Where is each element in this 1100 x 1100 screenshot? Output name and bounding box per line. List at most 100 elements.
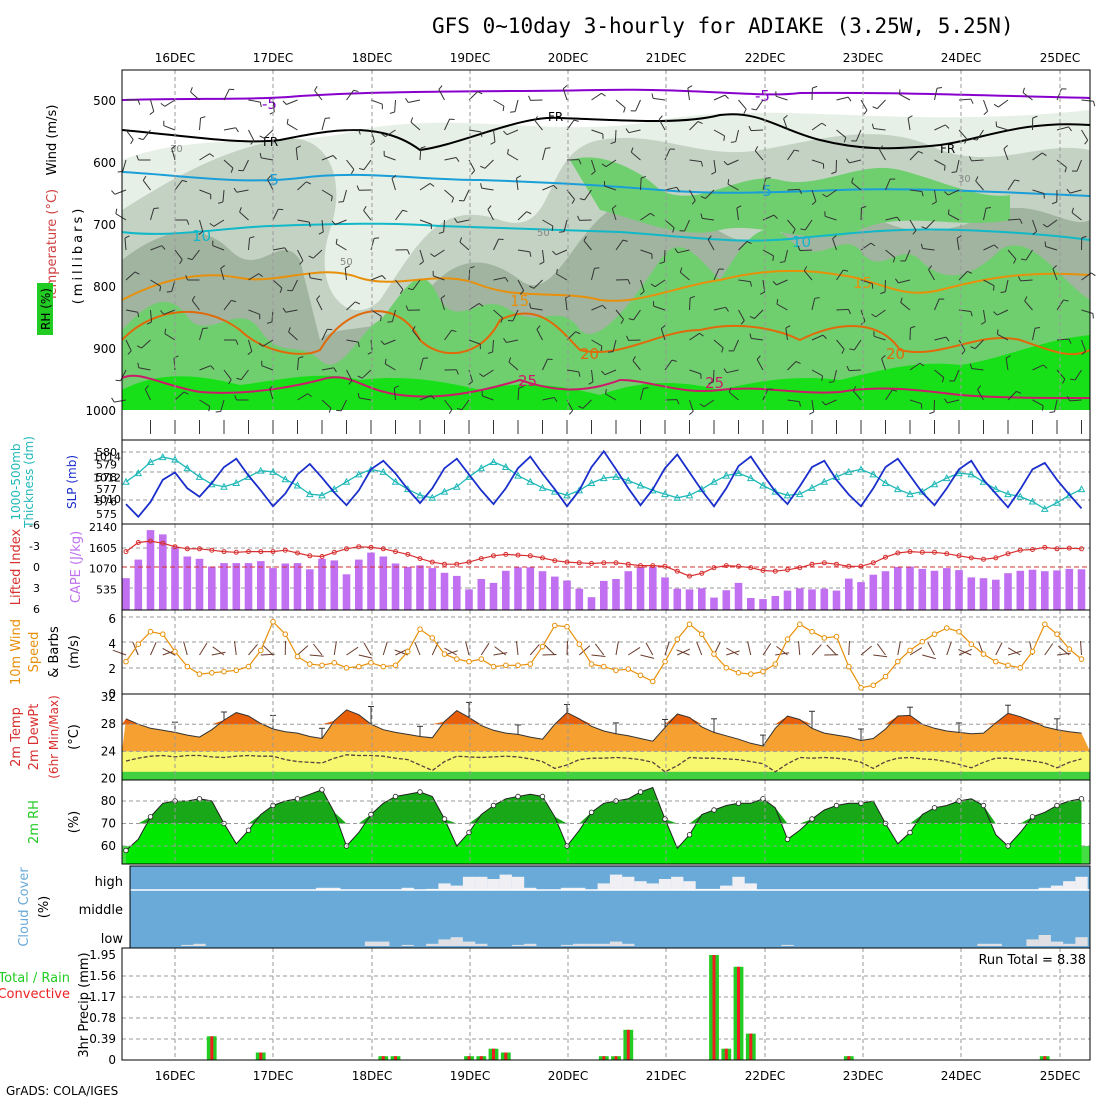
wind10m-barb	[1080, 640, 1082, 656]
cape-bar	[146, 530, 155, 610]
wind-barb	[483, 369, 494, 377]
rh2m-unit-label: (%)	[67, 811, 82, 834]
wind-barb	[689, 297, 691, 311]
cape-bar	[771, 596, 780, 610]
wind-barb-flag	[800, 228, 806, 231]
wind-barb-flag	[1042, 223, 1048, 228]
wind-barb	[484, 159, 494, 169]
thickness-point	[1077, 485, 1086, 493]
wind-barb	[615, 309, 624, 320]
rh-point	[588, 809, 595, 815]
wind-barb	[512, 309, 519, 322]
wind-barb-flag	[700, 161, 704, 167]
wind-barb-flag	[138, 137, 144, 141]
wind-barb-flag	[358, 167, 365, 171]
cape-bar	[649, 566, 657, 610]
temp2m-tick: 20	[101, 772, 116, 786]
cape-bar	[477, 579, 486, 610]
wind-barb-flag	[288, 327, 291, 333]
wind10m-barb	[578, 645, 591, 656]
cape-ticks: -6 -3 0 3 6 2140 1605 1070 535	[29, 519, 117, 616]
wind-barb-flag	[161, 245, 166, 250]
wind10m-point	[503, 662, 509, 669]
wind-barb-flag	[907, 115, 913, 119]
thickness-point	[501, 462, 510, 470]
thickness-point	[1053, 498, 1061, 506]
wind-barb-flag	[519, 290, 525, 295]
wind-barb-flag	[1068, 338, 1072, 344]
wind-barb	[419, 147, 422, 161]
thickness-point	[526, 477, 535, 485]
wind-barb-flag	[355, 301, 360, 305]
li-point	[1054, 546, 1060, 552]
thickness-point	[134, 469, 143, 477]
wind-barb	[239, 211, 249, 221]
wind-barb-flag	[389, 111, 395, 114]
wind-barb-flag	[220, 265, 225, 269]
wind10m-point	[429, 635, 436, 641]
precip-convective-bar	[749, 1033, 753, 1060]
wind-barb-flag	[748, 125, 752, 131]
thickness-point	[820, 477, 829, 485]
wind10m-point	[613, 667, 619, 674]
date-label: 19DEC	[450, 1069, 490, 1083]
wind-barb	[983, 244, 995, 251]
wind-barb-flag	[144, 385, 150, 390]
wind-barb-flag	[500, 317, 504, 323]
wind-barb-flag	[407, 287, 414, 291]
wind-barb	[1007, 218, 1021, 221]
thickness-point	[293, 481, 302, 489]
wind-barb	[660, 328, 666, 341]
wind-barb-flag	[760, 291, 765, 295]
li-point	[1017, 547, 1023, 553]
wind-barb	[811, 369, 823, 377]
wind-barb-flag	[728, 387, 732, 393]
wind-barb	[836, 129, 847, 138]
wind10m-barb	[183, 641, 188, 656]
wind-barb-flag	[707, 235, 712, 240]
rh-point	[784, 836, 791, 842]
thickness-point	[857, 465, 865, 473]
wind-barb	[138, 367, 151, 371]
wind10m-point	[417, 626, 423, 633]
wind-barb-flag	[208, 406, 211, 412]
wind-barb	[321, 367, 334, 371]
li-point	[160, 540, 166, 546]
wind-barb-flag	[333, 367, 337, 373]
wind-barb	[713, 306, 726, 311]
wind-barb	[736, 208, 739, 221]
precip-bars	[206, 955, 1050, 1060]
wind10m-point	[539, 643, 546, 650]
wind10m-point	[270, 618, 276, 625]
wind-barb-flag	[961, 350, 966, 355]
cape-bar	[171, 547, 179, 610]
wind-barb-flag	[980, 321, 986, 325]
cloud-high-bar	[450, 885, 463, 890]
li-point	[809, 561, 815, 567]
temp2m-tick: 24	[101, 744, 116, 758]
wind-barb	[297, 393, 308, 401]
precip-convective-bar	[479, 1056, 483, 1060]
wind-barb	[727, 183, 739, 191]
wind-barb	[1007, 391, 1017, 401]
wind-barb-flag	[783, 115, 788, 120]
cloud-high-bar	[328, 887, 341, 890]
wind-barb	[163, 309, 176, 315]
wind-barb-flag	[822, 334, 827, 339]
wind10m-point	[895, 658, 901, 665]
wind-barb-flag	[394, 385, 399, 389]
thickness-point	[1040, 504, 1049, 512]
cloud-high-bar	[487, 879, 500, 890]
wind-barb	[346, 159, 355, 170]
wind10m-barb	[346, 646, 359, 656]
wind-barb	[996, 126, 1009, 131]
wind-barb-flag	[381, 133, 386, 137]
wind10m-point	[907, 647, 913, 654]
wind-barb-flag	[969, 363, 973, 369]
wind-barb-flag	[451, 197, 455, 203]
wind-barb	[934, 159, 946, 167]
wind10m-barb	[645, 642, 654, 656]
wind-barb	[775, 95, 788, 101]
wind-barb-flag	[357, 341, 360, 348]
wind-barb-flag	[459, 237, 463, 243]
